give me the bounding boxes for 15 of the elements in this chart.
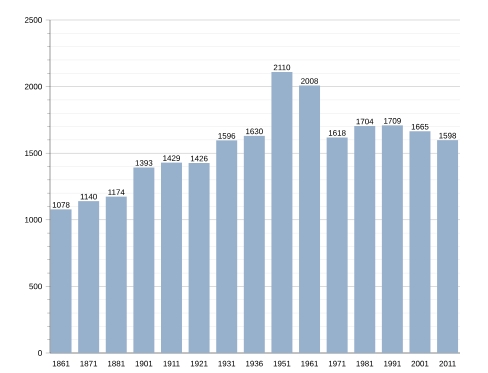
bar <box>382 125 403 353</box>
bar <box>244 136 265 353</box>
bar <box>409 131 430 353</box>
bar <box>106 196 127 353</box>
bar <box>50 209 72 353</box>
bar <box>216 140 238 353</box>
bar <box>160 162 182 353</box>
bar <box>271 72 292 353</box>
bar <box>188 163 210 353</box>
bar <box>299 86 320 353</box>
bar <box>437 140 458 353</box>
bar <box>326 137 348 353</box>
bar <box>354 126 376 353</box>
bar <box>133 167 154 353</box>
bar <box>78 201 100 353</box>
